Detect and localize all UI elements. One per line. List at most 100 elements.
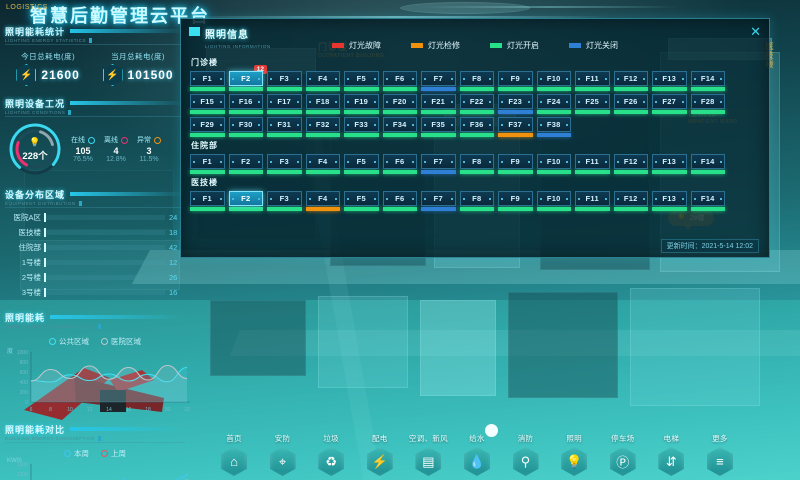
nav-label: 停车场: [611, 434, 635, 443]
nav-item-trash[interactable]: 垃圾 ♻: [309, 433, 353, 476]
room-cell[interactable]: F36: [459, 117, 494, 137]
nav-item-bolt[interactable]: 配电 ⚡: [358, 433, 402, 476]
room-cell[interactable]: F14: [690, 71, 725, 91]
room-status-bar: [459, 87, 494, 91]
room-cell[interactable]: F10: [536, 154, 571, 174]
status-count: 105: [75, 146, 91, 156]
legend-item[interactable]: 本周: [64, 448, 89, 459]
room-cell[interactable]: F13: [652, 71, 687, 91]
room-cell[interactable]: F25: [575, 94, 610, 114]
room-cell[interactable]: F6: [382, 71, 417, 91]
panel-title: 照明能耗: [5, 312, 46, 323]
room-cell[interactable]: F16: [228, 94, 263, 114]
room-cell[interactable]: F12: [613, 71, 648, 91]
nav-item-parking[interactable]: 停车场 Ⓟ: [601, 433, 645, 476]
room-cell[interactable]: F4: [305, 71, 340, 91]
nav-item-camera[interactable]: 安防 ⌖: [261, 433, 305, 476]
room-cell[interactable]: F23: [498, 94, 533, 114]
room-cell[interactable]: F11: [575, 71, 610, 91]
room-cell[interactable]: F10: [536, 191, 571, 211]
svg-text:8: 8: [49, 407, 52, 413]
room-cell[interactable]: F33: [344, 117, 379, 137]
room-cell[interactable]: F3: [267, 154, 302, 174]
building-consumption-chart: KW/h 030060090012001500123456: [5, 458, 189, 480]
room-cell[interactable]: F35: [421, 117, 456, 137]
room-cell[interactable]: F3: [267, 71, 302, 91]
room-cell[interactable]: F8: [459, 191, 494, 211]
room-cell[interactable]: F5: [344, 154, 379, 174]
legend-item[interactable]: 医院区域: [101, 336, 141, 347]
room-cell[interactable]: F3: [267, 191, 302, 211]
nav-item-bulb[interactable]: 照明 💡: [552, 433, 596, 476]
nav-item-more[interactable]: 更多 ≡: [698, 433, 742, 476]
panel-lighting-conditions: 照明设备工况 LIGHTING CONDITIONS: [0, 96, 190, 183]
room-cell[interactable]: F9: [498, 154, 533, 174]
distribution-row: 1号楼 12: [5, 257, 185, 268]
nav-item-fire[interactable]: 消防 ⚲: [504, 433, 548, 476]
room-cell[interactable]: F6: [382, 154, 417, 174]
room-cell[interactable]: F24: [536, 94, 571, 114]
legend-item[interactable]: 灯光故障: [332, 40, 381, 51]
room-cell[interactable]: F7: [421, 154, 456, 174]
legend-item[interactable]: 公共区域: [49, 336, 89, 347]
room-cell[interactable]: F21: [421, 94, 456, 114]
room-cell[interactable]: F5: [344, 71, 379, 91]
chart-legend: 本周 上周: [5, 445, 185, 460]
room-cell[interactable]: F18: [305, 94, 340, 114]
nav-item-hvac[interactable]: 空调、新风 ▤: [406, 433, 450, 476]
nav-item-elevator[interactable]: 电梯 ⇵: [649, 433, 693, 476]
svg-text:22: 22: [184, 407, 190, 413]
room-cell[interactable]: F27: [652, 94, 687, 114]
room-status-bar: [228, 110, 263, 114]
room-cell[interactable]: F19: [344, 94, 379, 114]
room-cell[interactable]: F4: [305, 154, 340, 174]
legend-item[interactable]: 灯光开启: [490, 40, 539, 51]
room-cell[interactable]: F12: [613, 191, 648, 211]
room-cell[interactable]: F7: [421, 71, 456, 91]
room-cell[interactable]: F11: [575, 154, 610, 174]
nav-item-water[interactable]: 给水 💧: [455, 433, 499, 476]
room-cell[interactable]: F1: [190, 154, 225, 174]
room-cell[interactable]: F9: [498, 191, 533, 211]
room-cell[interactable]: F1: [190, 71, 225, 91]
room-cell[interactable]: F5: [344, 191, 379, 211]
room-cell[interactable]: F29: [190, 117, 225, 137]
room-cell[interactable]: F8: [459, 71, 494, 91]
room-cell[interactable]: F13: [652, 154, 687, 174]
room-cell[interactable]: F6: [382, 191, 417, 211]
room-cell[interactable]: F34: [382, 117, 417, 137]
room-cell[interactable]: F4: [305, 191, 340, 211]
room-cell[interactable]: F38: [536, 117, 571, 137]
room-cell[interactable]: F22: [459, 94, 494, 114]
room-cell[interactable]: F14: [690, 191, 725, 211]
room-cell[interactable]: F14: [690, 154, 725, 174]
room-cell[interactable]: F17: [267, 94, 302, 114]
room-status-bar: [190, 207, 225, 211]
room-cell[interactable]: F31: [267, 117, 302, 137]
room-cell[interactable]: F20: [382, 94, 417, 114]
room-cell[interactable]: 12 F2: [228, 65, 267, 91]
room-label: F14: [690, 71, 725, 86]
room-cell[interactable]: F26: [613, 94, 648, 114]
room-cell[interactable]: F28: [690, 94, 725, 114]
room-cell[interactable]: F12: [613, 154, 648, 174]
status-abnormal: 异常 3 11.5%: [137, 135, 161, 163]
close-icon[interactable]: ✕: [750, 24, 761, 39]
room-cell[interactable]: F1: [190, 191, 225, 211]
room-cell[interactable]: F7: [421, 191, 456, 211]
nav-item-home[interactable]: 首页 ⌂: [212, 433, 256, 476]
legend-item[interactable]: 灯光检修: [411, 40, 460, 51]
legend-item[interactable]: 灯光关闭: [569, 40, 618, 51]
room-cell[interactable]: F8: [459, 154, 494, 174]
room-cell[interactable]: F37: [498, 117, 533, 137]
room-cell[interactable]: F15: [190, 94, 225, 114]
legend-item[interactable]: 上周: [101, 448, 126, 459]
room-cell[interactable]: F32: [305, 117, 340, 137]
room-cell[interactable]: F2: [228, 191, 263, 211]
room-cell[interactable]: F11: [575, 191, 610, 211]
room-cell[interactable]: F30: [228, 117, 263, 137]
room-cell[interactable]: F10: [536, 71, 571, 91]
room-cell[interactable]: F13: [652, 191, 687, 211]
room-cell[interactable]: F2: [228, 154, 263, 174]
room-cell[interactable]: F9: [498, 71, 533, 91]
